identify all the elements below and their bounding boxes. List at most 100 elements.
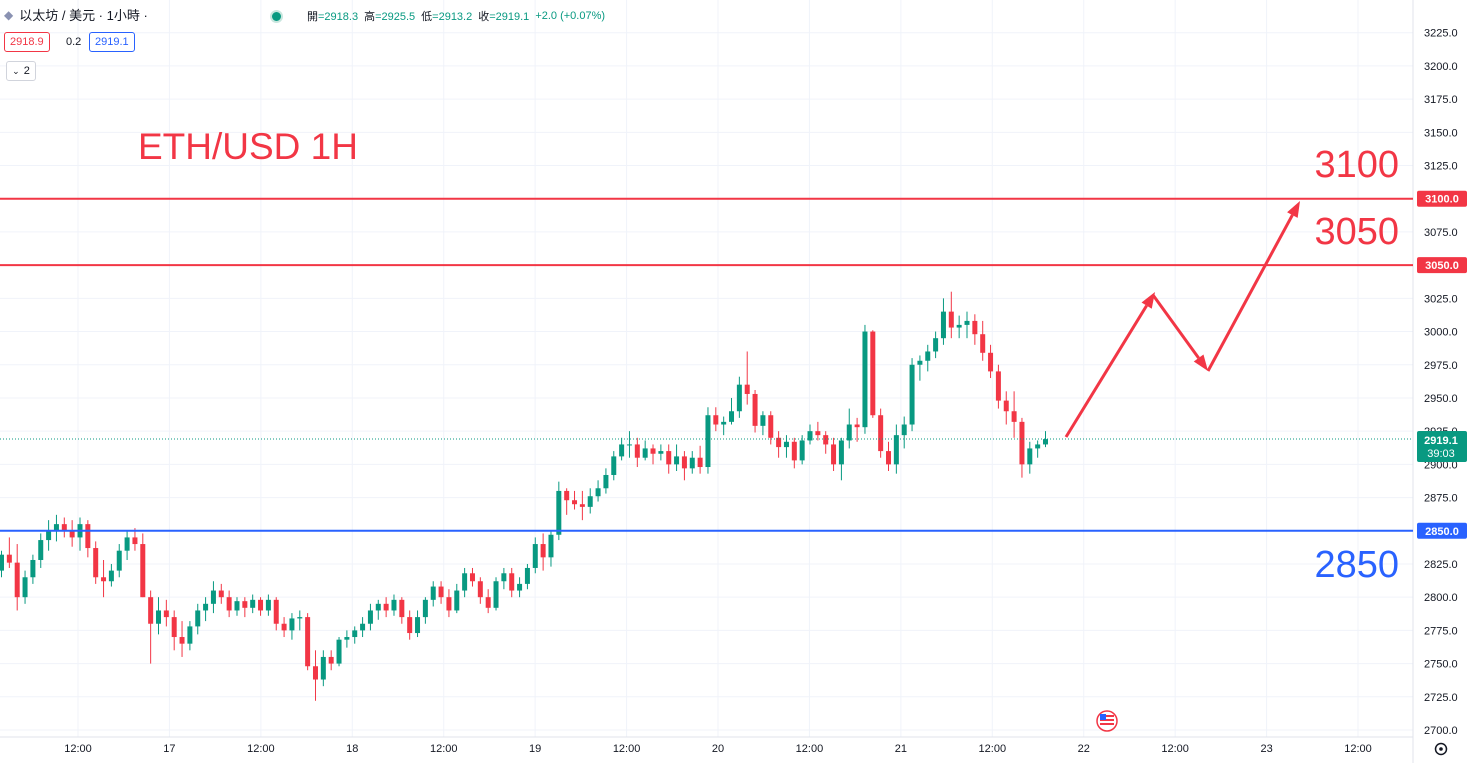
candle-body <box>462 573 468 591</box>
candle-body <box>681 456 687 469</box>
sell-button[interactable]: 2918.9 <box>4 32 50 52</box>
candle-body <box>265 599 271 611</box>
candle-body <box>1027 448 1033 465</box>
y-tick-label: 2750.0 <box>1424 659 1458 671</box>
candle-body <box>634 444 640 458</box>
candle-body <box>611 456 617 475</box>
candle-body <box>53 524 59 531</box>
candle-body <box>0 554 4 571</box>
candle-body <box>328 656 334 664</box>
y-tick-label: 3150.0 <box>1424 127 1458 139</box>
symbol-legend[interactable]: ◆ 以太坊 / 美元 · 1小時 · <box>4 5 148 24</box>
price-level-tag-label: 3050.0 <box>1425 260 1459 272</box>
candle-body <box>626 444 632 446</box>
candle-body <box>893 435 899 465</box>
candle-body <box>367 610 373 624</box>
candle-body <box>823 435 829 445</box>
y-tick-label: 2875.0 <box>1424 493 1458 505</box>
projection-arrow-head <box>1287 201 1300 218</box>
candle-body <box>783 441 789 448</box>
x-tick-label: 17 <box>163 743 175 755</box>
projection-arrow[interactable] <box>1064 292 1155 438</box>
settings-icon[interactable] <box>1434 742 1448 756</box>
candle-body <box>595 488 601 497</box>
us-flag-icon[interactable] <box>1096 710 1118 732</box>
candle-body <box>838 440 844 465</box>
candle-body <box>940 311 946 339</box>
candle-body <box>705 415 711 468</box>
projection-arrow-head <box>1193 354 1208 371</box>
current-price-tag <box>1417 430 1467 462</box>
projection-arrow-shaft <box>1206 214 1294 372</box>
candle-body <box>579 504 585 507</box>
candle-body <box>1035 444 1041 449</box>
y-tick-label: 2950.0 <box>1424 393 1458 405</box>
candle-body <box>124 537 130 551</box>
candle-body <box>642 448 648 458</box>
y-tick-label: 3125.0 <box>1424 161 1458 173</box>
projection-arrow[interactable] <box>1151 294 1208 371</box>
candle-body <box>540 544 546 558</box>
candle-body <box>1019 421 1025 465</box>
buy-button[interactable]: 2919.1 <box>89 32 135 52</box>
candle-body <box>831 444 837 465</box>
y-tick-label: 2700.0 <box>1424 725 1458 737</box>
us-flag-part <box>1100 719 1114 721</box>
level-annotation-label: 2850 <box>1314 544 1399 586</box>
candle-body <box>689 457 695 469</box>
candle-body <box>501 573 507 582</box>
candle-body <box>312 666 318 680</box>
us-flag-part <box>1100 715 1114 717</box>
spread-value: 0.2 <box>66 36 82 48</box>
indicators-toggle-button[interactable]: ⌄ 2 <box>6 61 36 81</box>
y-tick-label: 3075.0 <box>1424 227 1458 239</box>
candle-body <box>776 437 782 448</box>
y-tick-label: 2725.0 <box>1424 692 1458 704</box>
candle-body <box>242 601 248 608</box>
candle-body <box>768 415 774 438</box>
ethereum-icon: ◆ <box>4 7 14 22</box>
candle-body <box>399 599 405 618</box>
ohlc-change: +2.0 (+0.07%) <box>535 10 606 22</box>
candle-body <box>972 320 978 335</box>
candle-body <box>116 550 122 571</box>
x-tick-label: 21 <box>895 743 907 755</box>
candle-body <box>454 590 460 611</box>
candle-body <box>108 570 114 582</box>
candle-body <box>517 583 523 591</box>
projection-arrow[interactable] <box>1206 201 1300 372</box>
candle-body <box>752 393 758 426</box>
ohlc-close: 收=2919.1 <box>478 11 530 23</box>
us-flag-part <box>1100 714 1106 720</box>
settings-icon-center <box>1439 747 1443 751</box>
candle-body <box>956 324 962 328</box>
candle-body <box>101 577 107 582</box>
candle-countdown-label: 39:03 <box>1427 448 1455 460</box>
candle-body <box>218 590 224 598</box>
candle-body <box>187 626 193 644</box>
candle-body <box>658 451 664 454</box>
chevron-down-icon: ⌄ <box>12 65 20 76</box>
candle-body <box>320 656 326 680</box>
candle-body <box>980 334 986 353</box>
candle-body <box>587 496 593 507</box>
candle-body <box>234 601 240 611</box>
candle-body <box>69 530 75 538</box>
y-tick-label: 2800.0 <box>1424 592 1458 604</box>
candle-body <box>438 586 444 598</box>
us-flag-part <box>1100 723 1114 725</box>
candle-body <box>556 490 562 535</box>
x-tick-label: 19 <box>529 743 541 755</box>
candle-body <box>30 559 36 578</box>
candle-body <box>305 617 311 667</box>
x-tick-label: 12:00 <box>979 743 1007 755</box>
candle-body <box>736 384 742 412</box>
candle-body <box>250 599 256 608</box>
symbol-title[interactable]: 以太坊 / 美元 · 1小時 · <box>19 8 148 23</box>
price-level-tag <box>1417 257 1467 274</box>
candle-body <box>548 534 554 558</box>
candle-body <box>22 577 28 598</box>
candle-body <box>352 630 358 638</box>
market-status-icon[interactable] <box>270 9 283 23</box>
